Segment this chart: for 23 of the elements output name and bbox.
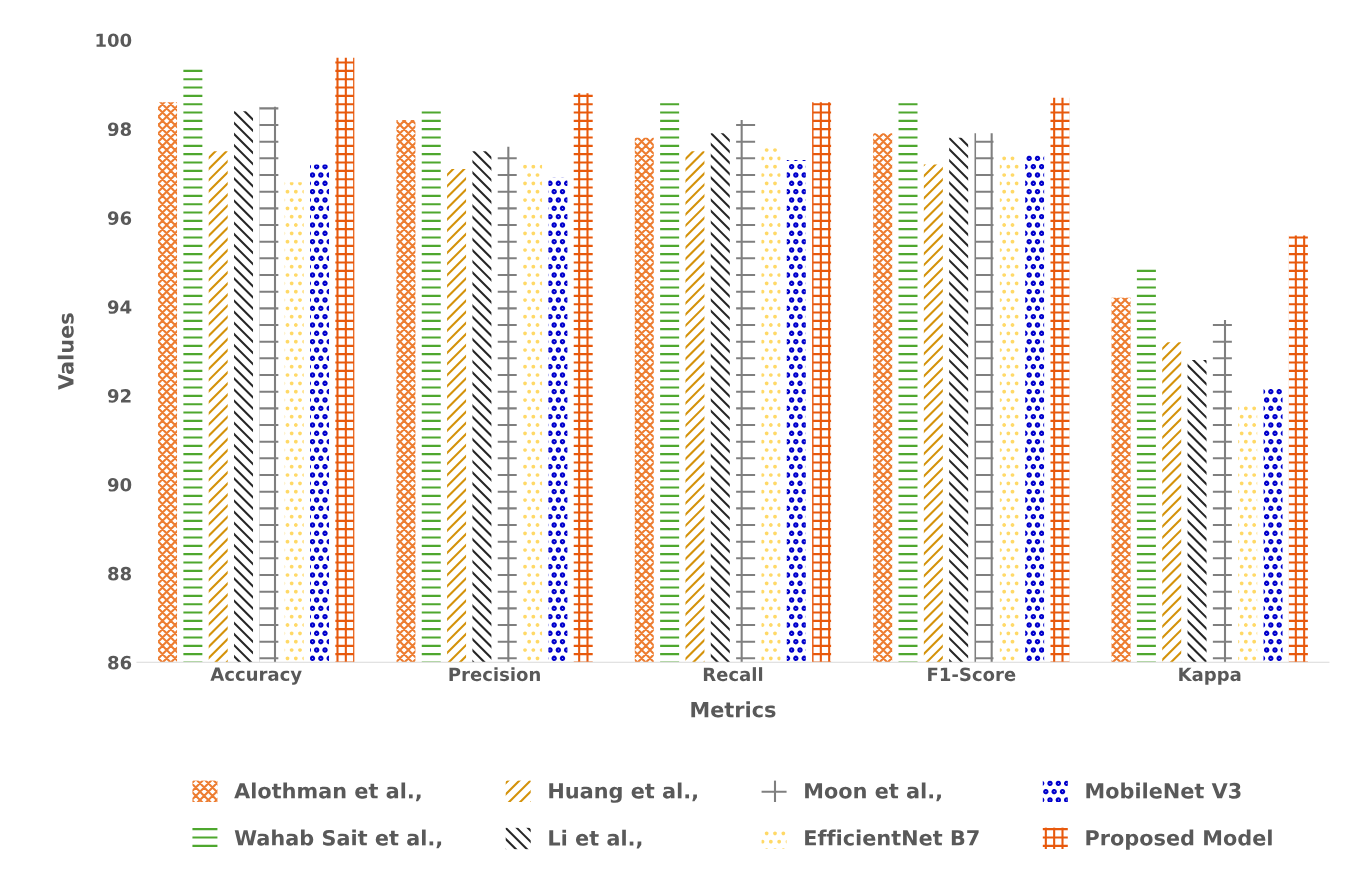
y-tick-label: 90 — [107, 477, 132, 492]
legend-label: Moon et al., — [805, 782, 941, 802]
x-tick-label: Precision — [449, 667, 540, 682]
y-tick-label: 94 — [107, 300, 132, 314]
x-axis-title: Metrics — [691, 701, 776, 718]
y-tick-label: 100 — [96, 33, 132, 48]
x-tick-label: F1-Score — [928, 667, 1016, 682]
legend-label: Huang et al., — [549, 782, 697, 803]
x-tick-label: Kappa — [1179, 667, 1241, 685]
legend-label: MobileNet V3 — [1086, 782, 1241, 799]
legend-label: Wahab Sait et al., — [234, 829, 442, 849]
y-tick-label: 88 — [108, 566, 132, 581]
legend-label: Alothman et al., — [234, 782, 421, 802]
y-tick-label: 86 — [108, 655, 132, 670]
y-tick-label: 92 — [107, 389, 131, 403]
y-tick-label: 96 — [107, 211, 132, 225]
y-tick-label: 98 — [107, 122, 132, 137]
legend-label: Proposed Model — [1086, 829, 1272, 850]
legend-label: Li et al., — [549, 829, 642, 849]
y-axis-title: Values — [57, 313, 74, 390]
x-tick-label: Recall — [703, 667, 763, 682]
x-tick-label: Accuracy — [210, 667, 302, 685]
legend-label: EfficientNet B7 — [805, 829, 979, 846]
